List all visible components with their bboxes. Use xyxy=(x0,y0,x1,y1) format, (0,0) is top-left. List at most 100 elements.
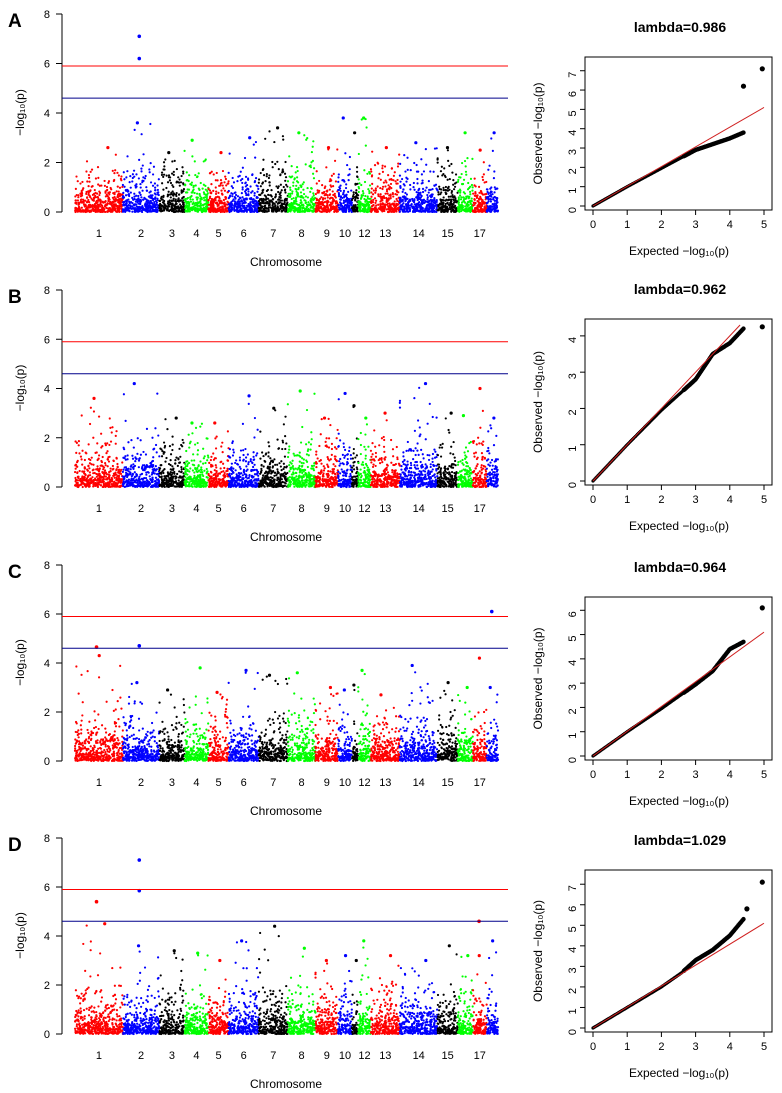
snp-point xyxy=(246,183,249,187)
snp-point xyxy=(482,208,485,211)
snp-point xyxy=(462,208,465,212)
qq-point xyxy=(741,130,746,135)
snp-point xyxy=(223,210,226,213)
snp-point xyxy=(381,205,385,209)
snp-point xyxy=(275,185,278,188)
snp-point xyxy=(113,208,116,212)
snp-point xyxy=(127,484,130,487)
snp-point xyxy=(392,174,395,177)
snp-point xyxy=(87,478,90,482)
snp-point xyxy=(363,210,366,213)
snp-point xyxy=(76,199,80,202)
snp-point xyxy=(100,203,103,207)
snp-point xyxy=(368,197,371,200)
snp-point xyxy=(265,197,268,200)
snp-point xyxy=(144,466,147,469)
snp-point xyxy=(284,191,287,194)
snp-point xyxy=(158,468,161,472)
snp-point xyxy=(116,193,119,197)
snp-point xyxy=(489,200,493,203)
snp-point xyxy=(159,210,163,213)
snp-point xyxy=(312,140,315,143)
snp-point xyxy=(445,192,448,195)
snp-point xyxy=(85,160,89,163)
snp-point xyxy=(402,183,405,186)
snp-point xyxy=(368,184,372,187)
snp-point xyxy=(444,185,448,189)
snp-point xyxy=(107,196,110,199)
snp-point xyxy=(330,185,333,188)
snp-point xyxy=(357,178,360,181)
snp-point xyxy=(212,204,215,208)
snp-point xyxy=(238,200,241,203)
snp-point xyxy=(293,199,296,202)
snp-point xyxy=(259,207,263,210)
qq-x-tick-label: 1 xyxy=(624,219,630,231)
snp-point xyxy=(329,206,333,209)
snp-point xyxy=(99,205,102,208)
snp-point xyxy=(244,192,248,195)
snp-point xyxy=(209,203,212,207)
snp-point xyxy=(491,149,494,152)
snp-point xyxy=(341,179,344,182)
snp-point xyxy=(77,203,80,206)
snp-point xyxy=(89,406,92,409)
snp-point xyxy=(192,201,195,204)
snp-point xyxy=(74,209,78,212)
peak-point xyxy=(219,151,223,155)
snp-point xyxy=(142,468,146,471)
snp-point xyxy=(177,205,180,208)
snp-point xyxy=(85,170,88,173)
snp-point xyxy=(228,203,232,206)
chromosome-8-points xyxy=(286,131,317,213)
snp-point xyxy=(495,199,498,202)
snp-point xyxy=(476,199,479,203)
snp-point xyxy=(314,192,317,196)
peak-point xyxy=(445,146,450,150)
snp-point xyxy=(88,194,91,197)
snp-point xyxy=(170,199,173,202)
snp-point xyxy=(371,150,374,153)
snp-point xyxy=(141,164,144,167)
snp-point xyxy=(204,184,207,187)
snp-point xyxy=(303,199,306,202)
snp-point xyxy=(390,177,393,181)
snp-point xyxy=(149,122,152,126)
snp-point xyxy=(119,203,123,206)
snp-point xyxy=(367,188,370,191)
snp-point xyxy=(154,189,157,192)
snp-point xyxy=(337,204,340,207)
snp-point xyxy=(75,451,78,454)
snp-point xyxy=(255,208,259,211)
snp-point xyxy=(87,173,91,177)
snp-point xyxy=(152,456,155,459)
snp-point xyxy=(347,199,351,202)
snp-point xyxy=(152,165,156,168)
snp-point xyxy=(162,206,166,209)
snp-point xyxy=(173,210,176,213)
snp-point xyxy=(410,205,413,208)
snp-point xyxy=(202,206,206,209)
snp-point xyxy=(466,208,469,211)
snp-point xyxy=(116,205,119,208)
snp-point xyxy=(264,202,267,205)
snp-point xyxy=(385,198,388,201)
snp-point xyxy=(150,206,153,210)
peak-point xyxy=(353,131,357,135)
snp-point xyxy=(473,203,476,206)
chromosome-14-points xyxy=(398,141,439,214)
snp-point xyxy=(312,177,316,180)
snp-point xyxy=(296,169,299,173)
snp-point xyxy=(234,205,238,208)
snp-point xyxy=(131,176,134,180)
snp-point xyxy=(146,199,149,202)
snp-point xyxy=(86,468,89,471)
snp-point xyxy=(106,442,109,445)
snp-point xyxy=(80,192,84,195)
snp-point xyxy=(373,206,376,209)
snp-point xyxy=(111,169,114,172)
snp-point xyxy=(239,209,242,213)
snp-point xyxy=(138,479,141,482)
snp-point xyxy=(187,202,190,205)
snp-point xyxy=(132,467,135,470)
